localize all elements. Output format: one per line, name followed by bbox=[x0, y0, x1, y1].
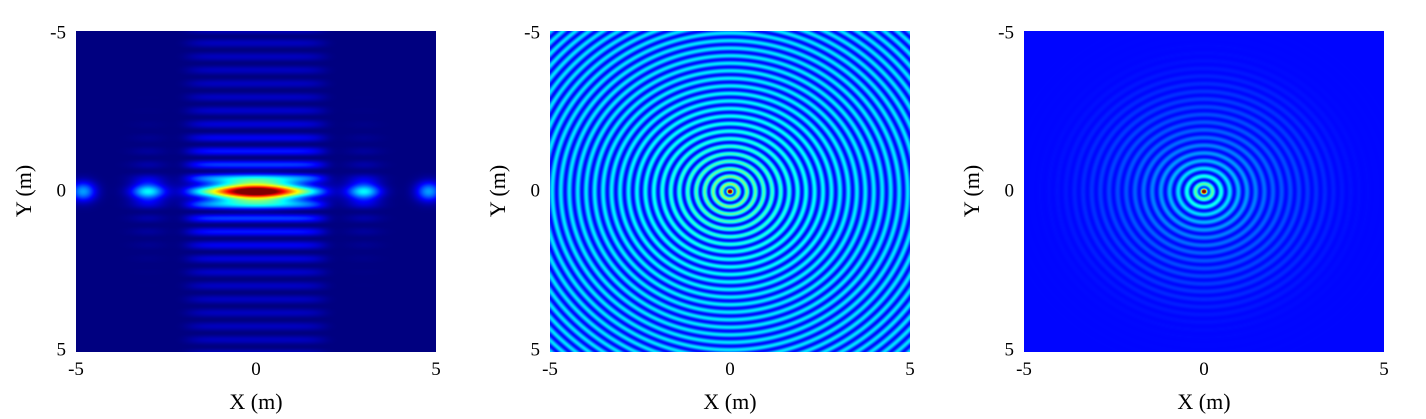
x-tick-label: 5 bbox=[431, 359, 441, 380]
chart-panel-3: -5 0 5 -5 0 5 X (m) Y (m) bbox=[948, 0, 1423, 419]
x-tick-label: 5 bbox=[905, 359, 915, 380]
x-tick-label: 5 bbox=[1379, 359, 1389, 380]
y-axis-label: Y (m) bbox=[485, 164, 510, 218]
y-tick-label: -5 bbox=[50, 22, 66, 44]
heatmap-image-2 bbox=[550, 31, 910, 352]
y-tick-label: 5 bbox=[56, 339, 67, 361]
y-tick-label: 0 bbox=[1004, 180, 1015, 202]
heatmap-image-3 bbox=[1024, 31, 1384, 352]
heatmap-image-1 bbox=[76, 31, 436, 352]
x-tick-label: 0 bbox=[725, 359, 735, 380]
heatmap-plot-area-3 bbox=[1024, 31, 1384, 352]
y-tick-label: 5 bbox=[1004, 339, 1015, 361]
x-axis-label: X (m) bbox=[703, 389, 757, 414]
x-axis-label: X (m) bbox=[1177, 389, 1231, 414]
x-tick-label: 0 bbox=[251, 359, 261, 380]
heatmap-plot-area-2 bbox=[550, 31, 910, 352]
y-axis-label: Y (m) bbox=[11, 164, 36, 218]
y-tick-label: -5 bbox=[998, 22, 1014, 44]
y-tick-label: 0 bbox=[56, 180, 67, 202]
chart-panel-1: -5 0 5 -5 0 5 X (m) Y (m) bbox=[0, 0, 475, 419]
x-tick-label: -5 bbox=[68, 359, 84, 380]
chart-panel-2: -5 0 5 -5 0 5 X (m) Y (m) bbox=[474, 0, 949, 419]
x-tick-label: 0 bbox=[1199, 359, 1209, 380]
y-axis-label: Y (m) bbox=[959, 164, 984, 218]
x-tick-label: -5 bbox=[542, 359, 558, 380]
y-tick-label: -5 bbox=[524, 22, 540, 44]
y-tick-label: 0 bbox=[530, 180, 541, 202]
y-tick-label: 5 bbox=[530, 339, 541, 361]
x-tick-label: -5 bbox=[1016, 359, 1032, 380]
heatmap-plot-area-1 bbox=[76, 31, 436, 352]
x-axis-label: X (m) bbox=[229, 389, 283, 414]
